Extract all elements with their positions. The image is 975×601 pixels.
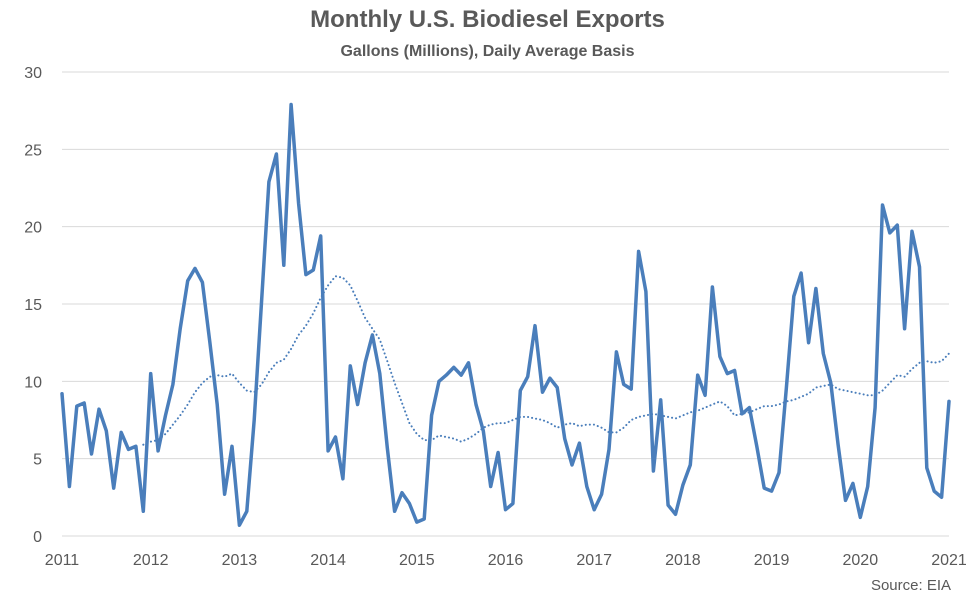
y-tick-label-5: 5 (33, 452, 42, 469)
y-tick-label-10: 10 (24, 374, 42, 391)
x-tick-label-2018: 2018 (665, 552, 701, 569)
x-tick-label-2020: 2020 (843, 552, 879, 569)
exports-line (60, 102, 951, 527)
x-tick-label-2019: 2019 (754, 552, 790, 569)
x-tick-label-2017: 2017 (576, 552, 612, 569)
x-tick-label-2012: 2012 (133, 552, 169, 569)
y-tick-label-25: 25 (24, 142, 42, 159)
x-tick-label-2021: 2021 (931, 552, 967, 569)
y-tick-label-30: 30 (24, 65, 42, 82)
trend-line-dotted (142, 275, 950, 446)
chart-title: Monthly U.S. Biodiesel Exports (310, 6, 665, 33)
x-tick-label-2016: 2016 (488, 552, 524, 569)
y-tick-label-15: 15 (24, 297, 42, 314)
chart-subtitle: Gallons (Millions), Daily Average Basis (340, 43, 635, 60)
x-tick-label-2011: 2011 (45, 552, 80, 569)
x-tick-label-2015: 2015 (399, 552, 435, 569)
y-tick-label-20: 20 (24, 220, 42, 237)
x-tick-label-2014: 2014 (310, 552, 346, 569)
source-note: Source: EIA (870, 577, 951, 594)
x-tick-label-2013: 2013 (222, 552, 258, 569)
y-tick-label-0: 0 (33, 529, 42, 546)
